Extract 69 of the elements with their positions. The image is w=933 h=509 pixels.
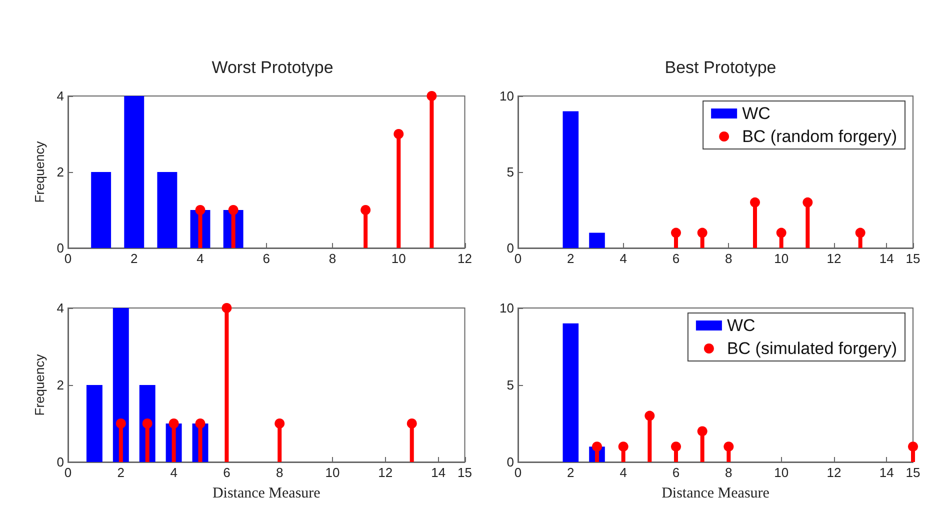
x-tick-label: 14 [879, 465, 894, 480]
y-tick-label: 0 [506, 240, 514, 256]
point [360, 205, 371, 215]
point [426, 91, 437, 101]
chart-title: Best Prototype [664, 58, 776, 77]
point [671, 442, 681, 452]
y-tick-label: 0 [56, 240, 64, 256]
x-tick-label: 10 [325, 465, 340, 480]
x-tick-label: 2 [567, 465, 574, 480]
x-tick-label: 8 [276, 465, 284, 480]
y-tick-label: 4 [56, 88, 64, 104]
y-tick-label: 10 [500, 300, 514, 316]
x-tick-label: 10 [774, 465, 789, 480]
point [644, 410, 655, 421]
x-tick-label: 12 [826, 465, 842, 480]
x-tick-label: 10 [391, 251, 406, 266]
x-tick-label: 15 [906, 251, 920, 266]
x-axis-title: Distance Measure [662, 486, 770, 502]
x-axis-title: Distance Measure [212, 486, 321, 502]
x-tick-label: 4 [196, 251, 204, 266]
chart-title: Worst Prototype [212, 58, 334, 77]
x-tick-label: 12 [826, 251, 842, 266]
y-tick-label: 0 [56, 454, 64, 470]
point [724, 442, 734, 452]
y-tick-label: 5 [506, 164, 514, 180]
x-tick-label: 15 [906, 465, 920, 480]
bar [157, 172, 178, 248]
x-tick-label: 4 [170, 465, 178, 480]
point [228, 205, 238, 215]
point [697, 426, 708, 436]
y-tick-label: 4 [56, 300, 64, 316]
bar [86, 385, 102, 462]
x-tick-label: 14 [879, 251, 894, 266]
point [618, 442, 628, 452]
x-tick-label: 12 [458, 251, 472, 266]
x-tick-label: 15 [458, 465, 472, 480]
x-tick-label: 6 [223, 465, 230, 480]
y-axis-title: Frequency [32, 140, 47, 203]
y-tick-label: 2 [56, 164, 64, 180]
y-tick-label: 2 [56, 378, 64, 392]
x-tick-label: 8 [725, 251, 732, 266]
x-tick-label: 8 [328, 251, 336, 266]
x-tick-label: 2 [130, 251, 138, 266]
point [908, 442, 918, 452]
x-tick-label: 6 [672, 251, 680, 266]
point [592, 442, 602, 452]
legend-label: WC [742, 104, 770, 123]
x-tick-label: 2 [117, 465, 125, 480]
point [394, 129, 404, 139]
legend-label: BC (simulated forgery) [726, 339, 898, 358]
y-tick-label: 0 [506, 454, 514, 470]
x-tick-label: 8 [725, 465, 732, 480]
x-tick-label: 4 [620, 465, 627, 480]
x-tick-label: 10 [774, 251, 789, 266]
y-tick-label: 5 [506, 378, 514, 392]
bar [124, 96, 144, 248]
x-tick-label: 12 [378, 465, 393, 480]
x-tick-label: 6 [672, 465, 680, 480]
point [195, 205, 206, 215]
bar [91, 172, 112, 248]
y-axis-title: Frequency [32, 354, 47, 416]
x-tick-label: 14 [431, 465, 446, 480]
legend-label: WC [726, 316, 756, 335]
x-tick-label: 6 [262, 251, 270, 266]
x-tick-label: 4 [620, 251, 627, 266]
x-tick-label: 2 [567, 251, 574, 266]
bar [112, 308, 129, 462]
y-tick-label: 10 [500, 88, 514, 104]
legend-label: BC (random forgery) [742, 127, 898, 146]
